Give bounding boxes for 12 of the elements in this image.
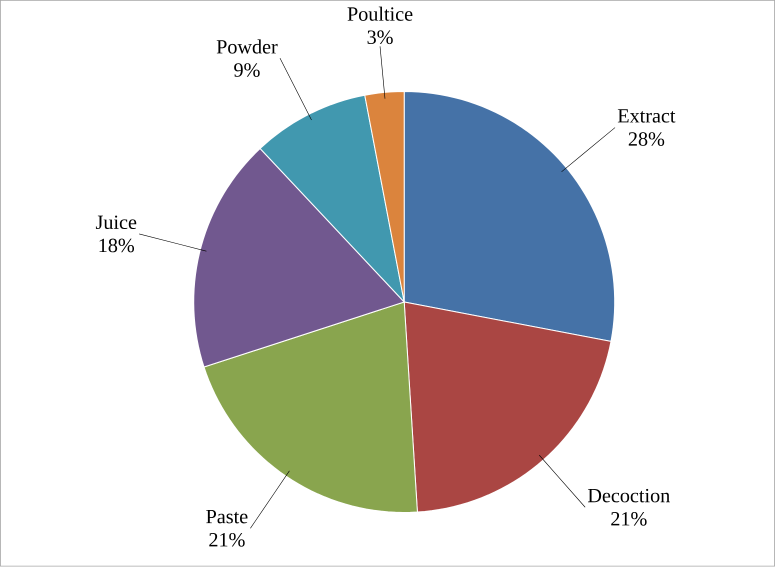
slice-label: Extract <box>618 109 676 123</box>
slice-label: Paste <box>206 510 248 524</box>
data-label: 3% <box>368 30 393 44</box>
slice-label: Poultice <box>348 6 412 22</box>
data-label: 21% <box>611 512 647 526</box>
data-label: 28% <box>628 132 664 146</box>
data-label: 18% <box>100 238 134 253</box>
data-label: 21% <box>209 533 245 547</box>
slice-label: Juice <box>96 216 136 230</box>
data-label: 9% <box>234 63 260 78</box>
slice-label: Decoction <box>588 489 670 503</box>
slice-label: Powder <box>216 40 278 54</box>
